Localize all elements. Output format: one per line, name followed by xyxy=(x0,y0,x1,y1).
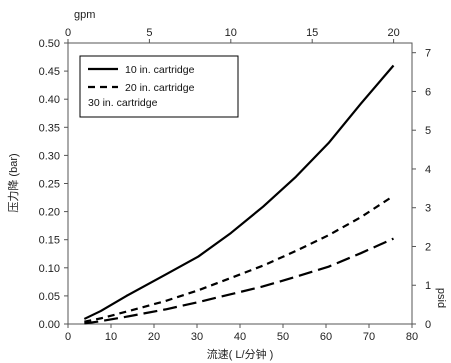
y-tick-label: 0.00 xyxy=(39,319,60,331)
right-y-tick-label: 3 xyxy=(425,203,431,215)
x-tick-label: 80 xyxy=(406,331,418,343)
right-y-tick-label: 1 xyxy=(425,280,431,292)
top-x-tick-label: 0 xyxy=(65,27,71,39)
top-x-axis-label: gpm xyxy=(74,9,95,21)
series-layer xyxy=(83,64,395,325)
right-y-tick-label: 2 xyxy=(425,241,431,253)
series-line-0 xyxy=(83,64,395,320)
right-y-tick-label: 0 xyxy=(425,319,431,331)
y-tick-label: 0.50 xyxy=(39,38,60,50)
right-y-tick-label: 4 xyxy=(425,164,431,176)
y-tick-label: 0.20 xyxy=(39,207,60,219)
x-tick-label: 70 xyxy=(363,331,375,343)
y-tick-label: 0.15 xyxy=(39,235,60,247)
legend-label-10in: 10 in. cartridge xyxy=(125,64,195,76)
x-tick-label: 10 xyxy=(105,331,117,343)
top-x-tick-label: 20 xyxy=(387,27,399,39)
x-tick-label: 30 xyxy=(191,331,203,343)
x-tick-label: 0 xyxy=(65,331,71,343)
right-y-tick-label: 7 xyxy=(425,48,431,60)
y-tick-label: 0.10 xyxy=(39,263,60,275)
x-tick-label: 40 xyxy=(234,331,246,343)
tick-layer: 0 10 20 30 40 50 60 70 800.000.050.100.150.200.2… xyxy=(39,27,432,343)
top-x-tick-label: 10 xyxy=(225,27,237,39)
right-y-tick-label: 6 xyxy=(425,86,431,98)
x-tick-label: 20 xyxy=(148,331,160,343)
legend-label-30in: 30 in. cartridge xyxy=(88,97,158,109)
right-y-axis-label: psid xyxy=(435,288,447,308)
y-axis-label: 压力降 (bar) xyxy=(6,153,20,212)
top-x-tick-label: 5 xyxy=(146,27,152,39)
y-tick-label: 0.35 xyxy=(39,122,60,134)
x-tick-label: 60 xyxy=(320,331,332,343)
right-y-tick-label: 5 xyxy=(425,125,431,137)
legend-label-20in: 20 in. cartridge xyxy=(125,82,195,94)
y-tick-label: 0.25 xyxy=(39,179,60,191)
x-tick-label: 50 xyxy=(277,331,289,343)
y-tick-label: 0.30 xyxy=(39,150,60,162)
y-tick-label: 0.40 xyxy=(39,94,60,106)
x-axis-label: 流速( L/分钟 ) xyxy=(207,347,274,361)
top-x-tick-label: 15 xyxy=(306,27,318,39)
series-line-2 xyxy=(84,237,394,325)
legend: 10 in. cartridge 20 in. cartridge 30 in.… xyxy=(79,55,239,118)
y-tick-label: 0.45 xyxy=(39,66,60,78)
y-tick-label: 0.05 xyxy=(39,291,60,303)
